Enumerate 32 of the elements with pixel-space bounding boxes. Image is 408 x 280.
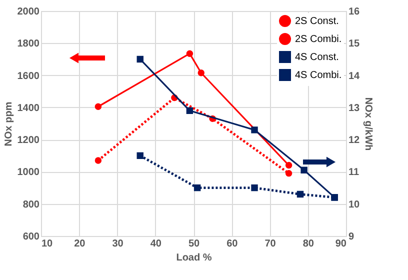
- y-tick-label: 600: [22, 232, 40, 242]
- y-tick-label: 800: [22, 199, 40, 210]
- x-tick-label: 70: [264, 238, 276, 250]
- x-tick-label: 80: [302, 238, 314, 250]
- y-tick-label: 1000: [17, 167, 40, 178]
- y2-tick-label: 14: [348, 70, 360, 82]
- y-axis-title: NOx ppm: [3, 102, 14, 146]
- y-tick-label: 1600: [17, 70, 40, 82]
- legend-label: 2S Const.: [295, 16, 339, 27]
- legend-label: 4S Combi.: [295, 70, 342, 81]
- y2-tick-label: 13: [348, 102, 360, 114]
- y2-tick-label: 16: [348, 6, 360, 18]
- y2-tick-label: 9: [348, 232, 354, 242]
- y-tick-label: 2000: [17, 6, 40, 18]
- y2-tick-label: 12: [348, 135, 360, 146]
- y-tick-label: 1200: [17, 135, 40, 146]
- x-tick-label: 40: [150, 238, 162, 250]
- y-tick-label: 1800: [17, 38, 40, 50]
- y-tick-label: 1400: [17, 102, 40, 114]
- y2-tick-label: 10: [348, 199, 360, 210]
- legend-label: 2S Combi.: [295, 34, 342, 45]
- y2-axis-title: NOx g/kWh: [362, 97, 374, 151]
- legend-label: 4S Const.: [295, 52, 339, 63]
- x-tick-label: 60: [226, 238, 238, 250]
- x-axis-title: Load %: [176, 252, 212, 264]
- x-tick-label: 20: [74, 238, 86, 250]
- x-tick-label: 30: [112, 238, 124, 250]
- x-tick-label: 10: [42, 238, 54, 250]
- y2-tick-label: 15: [348, 38, 360, 50]
- y2-tick-label: 11: [348, 167, 360, 178]
- x-tick-label: 90: [335, 238, 347, 250]
- x-tick-label: 50: [188, 238, 200, 250]
